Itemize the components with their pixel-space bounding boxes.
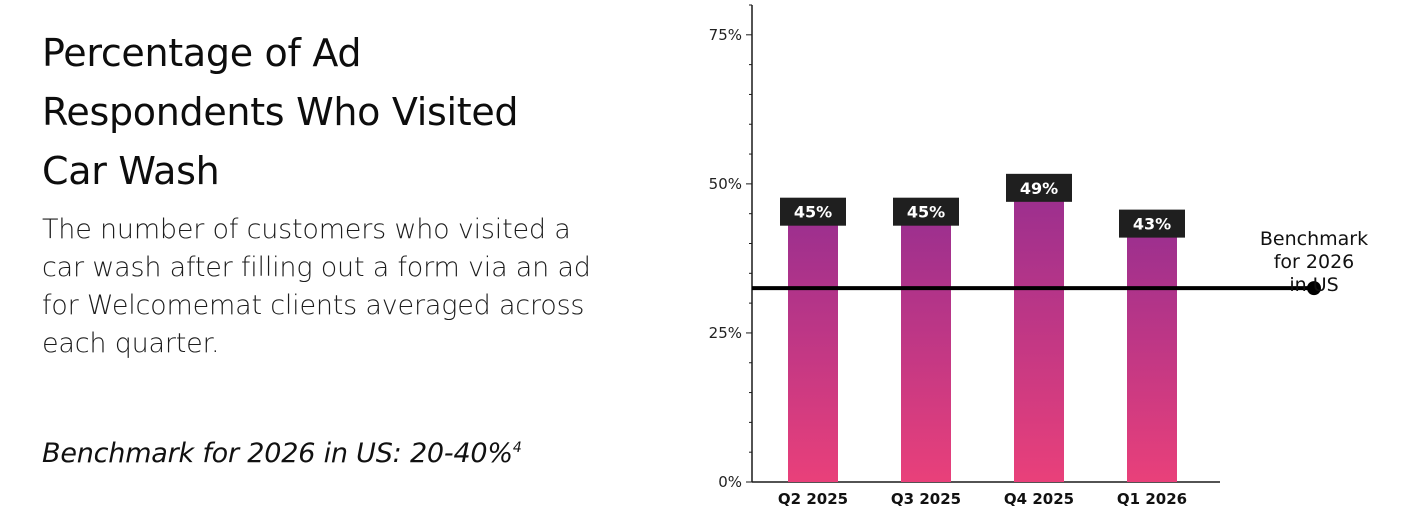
bar-value-label: 45%: [794, 203, 832, 222]
bar-value-label-box: [1119, 209, 1185, 238]
bar: [901, 213, 951, 482]
bar-value-label: 45%: [907, 203, 945, 222]
y-tick-label: 0%: [718, 473, 742, 491]
x-tick-label: Q4 2025: [1004, 490, 1074, 508]
bar: [788, 213, 838, 482]
page-title-line-2: Respondents Who Visited: [42, 90, 519, 134]
page-title-line-3: Car Wash: [42, 149, 220, 193]
bar: [1127, 225, 1177, 483]
bar-value-label: 49%: [1020, 179, 1058, 198]
benchmark-footnote-marker: 4: [512, 440, 522, 456]
benchmark-annotation-line: for 2026: [1274, 251, 1355, 273]
x-tick-label: Q2 2025: [778, 490, 848, 508]
y-tick-label: 25%: [709, 324, 742, 342]
bar-value-label-box: [780, 197, 846, 226]
y-tick-label: 50%: [709, 175, 742, 193]
bar-value-label-box: [1006, 173, 1072, 202]
chart-description: The number of customers who visited a ca…: [42, 214, 591, 359]
page-title-line-1: Percentage of Ad: [42, 31, 362, 75]
benchmark-note: Benchmark for 2026 in US: 20-40%4: [42, 436, 522, 472]
benchmark-line-end-dot: [1307, 281, 1321, 296]
benchmark-annotation-line: in US: [1289, 274, 1338, 296]
bar-value-label: 43%: [1133, 215, 1171, 234]
x-tick-label: Q1 2026: [1117, 490, 1187, 508]
text-panel: Percentage of Ad Respondents Who Visited…: [42, 24, 602, 363]
x-tick-label: Q3 2025: [891, 490, 961, 508]
bar-chart: 0% 25% 50% 75% Benchmark for 2026 in US 45% Q2…: [640, 0, 1416, 529]
benchmark-annotation-line: Benchmark: [1260, 228, 1368, 250]
page-title: Percentage of Ad Respondents Who Visited…: [42, 24, 602, 201]
bar: [1014, 189, 1064, 482]
benchmark-note-text: Benchmark for 2026 in US: 20-40%: [42, 438, 513, 469]
y-tick-label: 75%: [709, 26, 742, 44]
bar-value-label-box: [893, 197, 959, 226]
